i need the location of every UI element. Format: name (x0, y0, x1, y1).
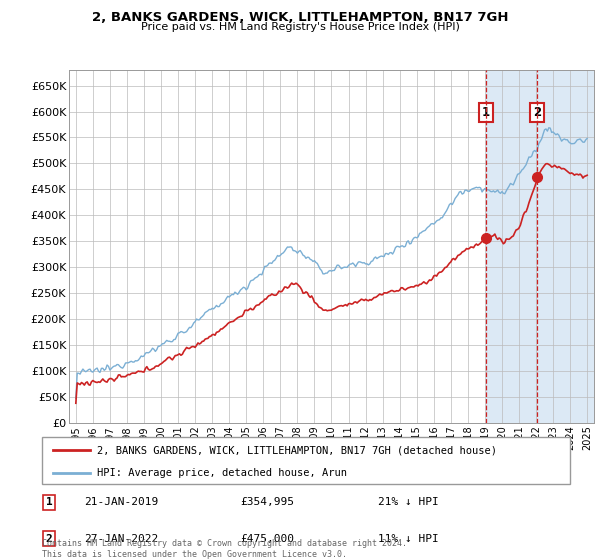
Text: £475,000: £475,000 (240, 534, 294, 544)
Text: 2, BANKS GARDENS, WICK, LITTLEHAMPTON, BN17 7GH (detached house): 2, BANKS GARDENS, WICK, LITTLEHAMPTON, B… (97, 445, 497, 455)
Text: 27-JAN-2022: 27-JAN-2022 (84, 534, 158, 544)
Text: 2, BANKS GARDENS, WICK, LITTLEHAMPTON, BN17 7GH: 2, BANKS GARDENS, WICK, LITTLEHAMPTON, B… (92, 11, 508, 24)
Text: 21% ↓ HPI: 21% ↓ HPI (378, 497, 439, 507)
Text: 11% ↓ HPI: 11% ↓ HPI (378, 534, 439, 544)
Bar (486, 70, 596, 423)
Text: HPI: Average price, detached house, Arun: HPI: Average price, detached house, Arun (97, 468, 347, 478)
Text: £354,995: £354,995 (240, 497, 294, 507)
Text: Contains HM Land Registry data © Crown copyright and database right 2024.
This d: Contains HM Land Registry data © Crown c… (42, 539, 407, 559)
FancyBboxPatch shape (42, 437, 570, 484)
Text: 1: 1 (482, 106, 490, 119)
Text: 21-JAN-2019: 21-JAN-2019 (84, 497, 158, 507)
Text: Price paid vs. HM Land Registry's House Price Index (HPI): Price paid vs. HM Land Registry's House … (140, 22, 460, 32)
Text: 2: 2 (533, 106, 541, 119)
Text: 2: 2 (46, 534, 53, 544)
Text: 1: 1 (46, 497, 53, 507)
